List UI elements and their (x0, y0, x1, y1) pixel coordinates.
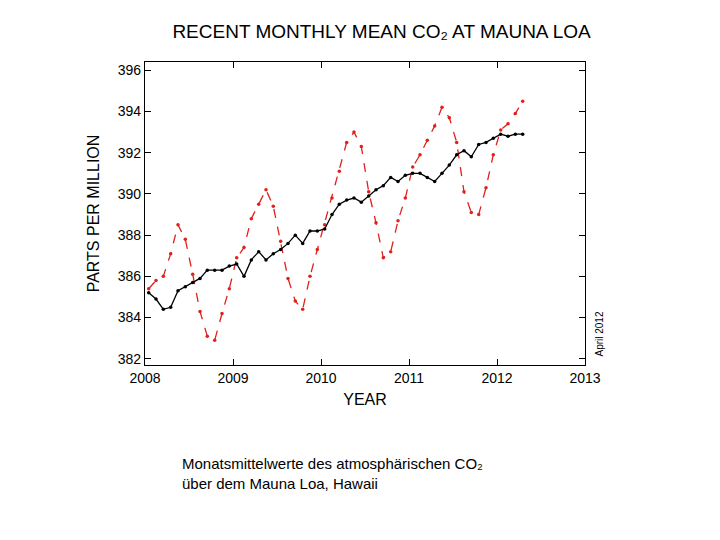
svg-text:2012: 2012 (481, 370, 512, 386)
svg-text:April 2012: April 2012 (594, 311, 605, 356)
svg-text:386: 386 (118, 268, 142, 284)
svg-text:392: 392 (118, 145, 142, 161)
svg-text:394: 394 (118, 103, 142, 119)
svg-text:2008: 2008 (129, 370, 160, 386)
svg-text:382: 382 (118, 351, 142, 367)
svg-text:2013: 2013 (569, 370, 600, 386)
svg-text:2009: 2009 (217, 370, 248, 386)
svg-text:396: 396 (118, 62, 142, 78)
svg-text:YEAR: YEAR (343, 391, 387, 408)
svg-text:390: 390 (118, 186, 142, 202)
svg-text:384: 384 (118, 309, 142, 325)
svg-text:Monatsmittelwerte des atmosphä: Monatsmittelwerte des atmosphärischen CO… (182, 455, 483, 492)
svg-text:PARTS PER MILLION: PARTS PER MILLION (85, 135, 102, 293)
svg-text:2010: 2010 (305, 370, 336, 386)
svg-text:388: 388 (118, 227, 142, 243)
svg-text:RECENT MONTHLY MEAN CO₂ AT MAU: RECENT MONTHLY MEAN CO₂ AT MAUNA LOA (172, 21, 591, 42)
svg-text:2011: 2011 (394, 370, 424, 386)
